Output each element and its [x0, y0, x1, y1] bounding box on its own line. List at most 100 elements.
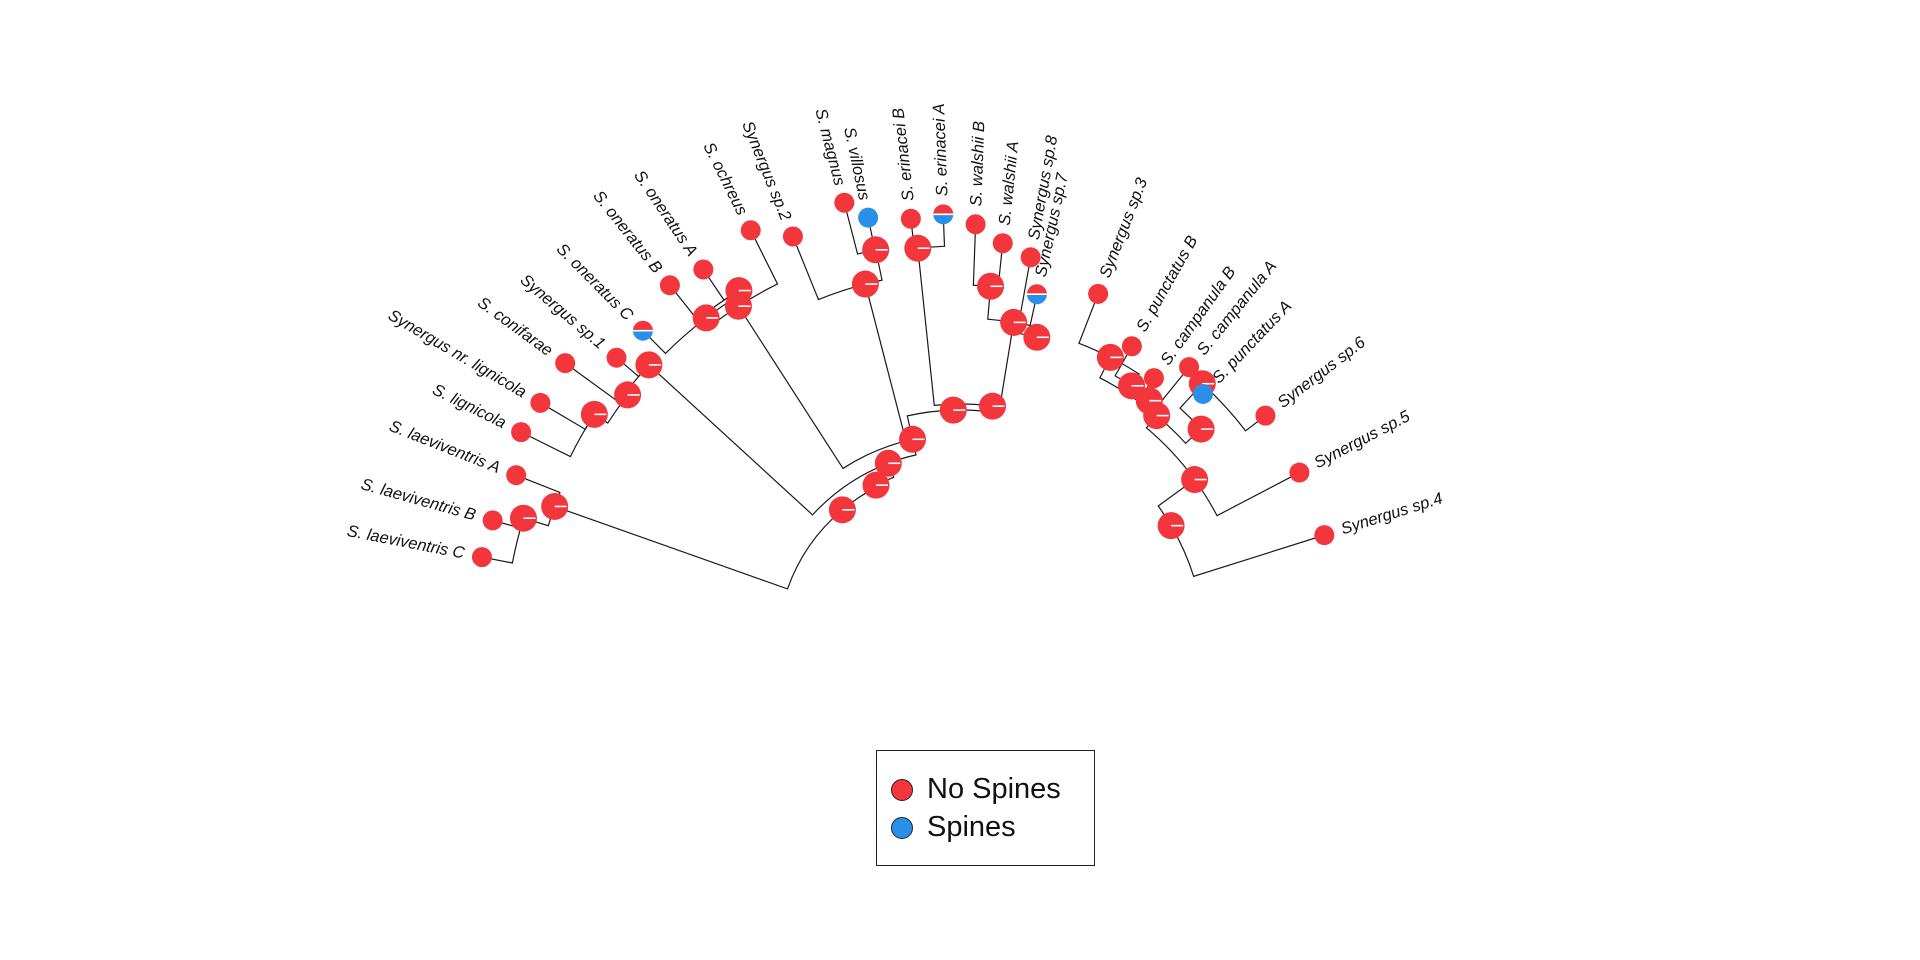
no-spines-slice: [606, 347, 627, 368]
tip-label: S. walshii A: [996, 140, 1023, 226]
internal-node: [862, 471, 890, 499]
internal-node: [724, 292, 752, 320]
no-spines-slice: [659, 275, 680, 296]
tip-state-circle: [1121, 336, 1142, 357]
tip-state-circle: [933, 204, 954, 225]
spines-swatch: [891, 816, 913, 839]
tip-state-circle: [834, 192, 855, 213]
tip-state-circle: [965, 214, 986, 235]
tip-label: S. erinacei A: [930, 103, 952, 197]
spines-slice: [1192, 383, 1213, 404]
internal-node: [1157, 512, 1185, 540]
legend: No Spines Spines: [876, 750, 1095, 866]
legend-label-no-spines: No Spines: [927, 773, 1061, 805]
no-spines-slice: [1255, 405, 1276, 426]
internal-node: [862, 236, 890, 264]
tip-state-circle: [1088, 283, 1109, 304]
no-spines-slice: [1020, 247, 1041, 268]
spines-slice: [1026, 294, 1047, 305]
tip-state-circle: [555, 353, 576, 374]
no-spines-slice: [632, 320, 653, 331]
tip-state-circle: [482, 510, 503, 531]
internal-node: [1181, 466, 1209, 494]
tip-state-circle: [858, 207, 879, 228]
tip-label: Synergus sp.4: [1339, 489, 1445, 538]
no-spines-slice: [511, 422, 532, 443]
internal-node: [939, 396, 967, 424]
no-spines-slice: [740, 220, 761, 241]
tree-branch: [1170, 525, 1325, 578]
tree-branch: [737, 305, 913, 470]
no-spines-slice: [1026, 284, 1047, 295]
spines-slice: [632, 330, 653, 341]
state-circles: [471, 192, 1335, 568]
tip-state-circle: [1143, 368, 1164, 389]
internal-node: [979, 392, 1007, 420]
internal-node: [1096, 343, 1124, 371]
internal-node: [1118, 372, 1146, 400]
legend-label-spines: Spines: [927, 811, 1016, 843]
tree-branch: [1194, 472, 1300, 517]
tip-state-circle: [900, 208, 921, 229]
no-spines-swatch: [891, 778, 913, 801]
internal-node: [1187, 415, 1215, 443]
no-spines-slice: [965, 214, 986, 235]
no-spines-slice: [1121, 336, 1142, 357]
tip-state-circle: [1289, 462, 1310, 483]
tip-label: S. laeviventris A: [387, 417, 503, 477]
tip-label: S. villosus: [840, 126, 873, 202]
tree-branch: [648, 364, 889, 516]
tip-state-circle: [1020, 247, 1041, 268]
tip-label: Synergus sp.6: [1274, 333, 1369, 412]
no-spines-slice: [1088, 283, 1109, 304]
tip-state-circle: [632, 320, 653, 341]
tip-label: S. laeviventris B: [359, 475, 478, 524]
tree-branch: [864, 283, 913, 442]
no-spines-slice: [1314, 525, 1335, 546]
internal-node: [1143, 402, 1171, 430]
no-spines-slice: [1179, 357, 1200, 378]
no-spines-slice: [782, 226, 803, 247]
tip-state-circle: [992, 233, 1013, 254]
internal-node: [977, 272, 1005, 300]
no-spines-slice: [1289, 462, 1310, 483]
no-spines-slice: [506, 465, 527, 486]
internal-node: [509, 504, 537, 532]
no-spines-slice: [1143, 368, 1164, 389]
internal-node: [692, 304, 720, 332]
tip-label: S. laeviventris C: [346, 522, 467, 562]
internal-node: [1023, 323, 1051, 351]
tree-branch: [554, 505, 843, 590]
internal-node: [904, 234, 932, 262]
no-spines-slice: [900, 208, 921, 229]
tip-state-circle: [530, 392, 551, 413]
internal-node: [614, 381, 642, 409]
no-spines-slice: [933, 204, 954, 215]
tip-state-circle: [1026, 284, 1047, 305]
internal-node: [828, 496, 856, 524]
no-spines-slice: [555, 353, 576, 374]
internal-node: [874, 449, 902, 477]
internal-node: [851, 270, 879, 298]
tip-label: Synergus sp.3: [1096, 175, 1151, 281]
internal-node: [541, 492, 569, 520]
no-spines-slice: [530, 392, 551, 413]
tip-state-circle: [782, 226, 803, 247]
tip-state-circle: [1255, 405, 1276, 426]
no-spines-slice: [834, 192, 855, 213]
tip-state-circle: [506, 465, 527, 486]
tree-branch: [917, 248, 993, 407]
tip-label: S. lignicola: [430, 381, 509, 433]
tip-label: S. walshii B: [967, 121, 988, 207]
no-spines-slice: [693, 259, 714, 280]
legend-item-no-spines: No Spines: [891, 773, 1061, 806]
tip-state-circle: [471, 547, 492, 568]
internal-node: [899, 425, 927, 453]
legend-item-spines: Spines: [891, 811, 1016, 844]
tip-state-circle: [740, 220, 761, 241]
internal-node: [580, 400, 608, 428]
spines-slice: [858, 207, 879, 228]
tip-label: S. magnus: [811, 107, 848, 188]
